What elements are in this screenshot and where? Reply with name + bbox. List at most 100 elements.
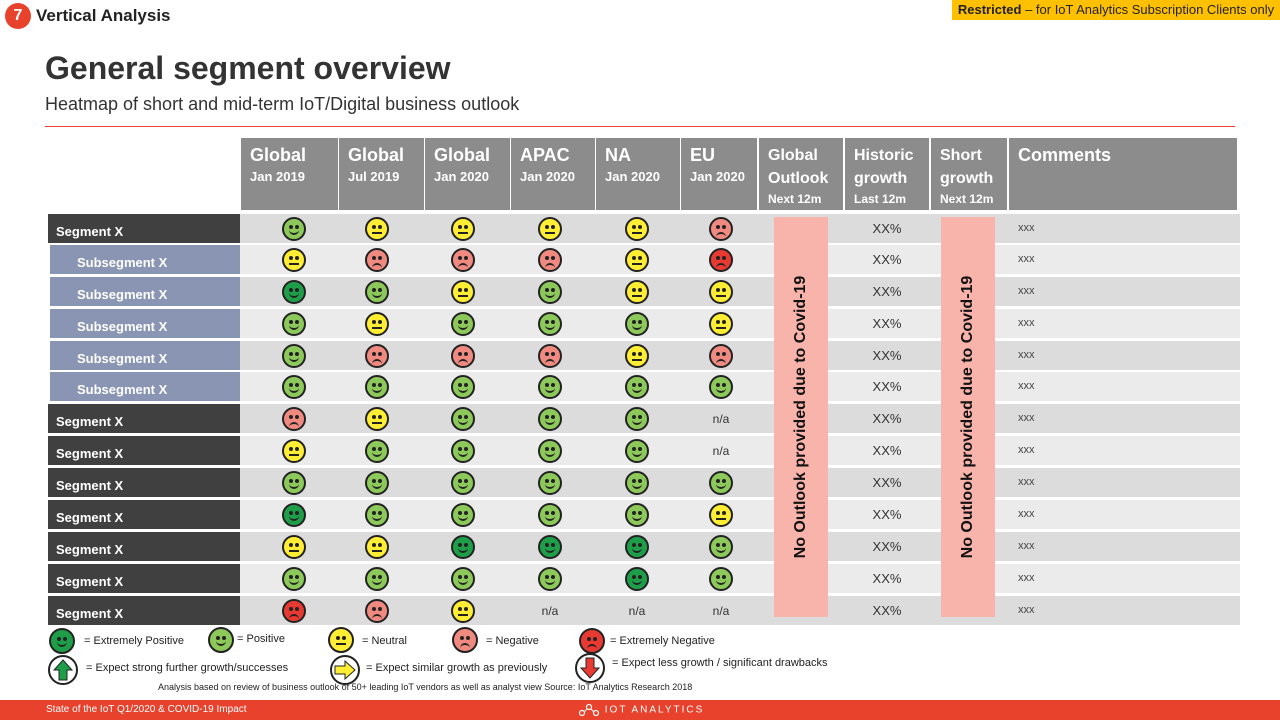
covid-note-outlook-text: No Outlook provided due to Covid-19 xyxy=(792,275,809,559)
extremely-positive-face-icon xyxy=(538,534,562,559)
positive-face-icon xyxy=(625,438,649,463)
positive-face-icon xyxy=(365,470,389,495)
positive-face-icon xyxy=(451,311,475,336)
segment-label: Segment X xyxy=(48,214,240,243)
negative-face-icon xyxy=(538,247,562,272)
footer-logo: IOT ANALYTICS xyxy=(578,703,704,717)
column-header: Short growth Next 12m xyxy=(931,138,1007,210)
extremely-positive-face-icon xyxy=(451,534,475,559)
column-header-period: Last 12m xyxy=(854,192,907,206)
negative-face-icon xyxy=(452,627,478,653)
covid-note-outlook: No Outlook provided due to Covid-19 xyxy=(774,217,828,617)
neutral-face-icon xyxy=(625,343,649,368)
table-row xyxy=(240,596,1240,625)
extremely-positive-face-icon xyxy=(282,279,306,304)
column-header-period: Next 12m xyxy=(768,192,822,206)
table-row xyxy=(240,404,1240,433)
historic-growth-value: XX% xyxy=(872,379,902,394)
column-header: Global Jan 2020 xyxy=(425,138,510,210)
historic-growth-value: XX% xyxy=(872,507,902,522)
positive-face-icon xyxy=(365,566,389,591)
neutral-face-icon xyxy=(625,216,649,241)
positive-face-icon xyxy=(451,470,475,495)
extremely-negative-face-icon xyxy=(709,247,733,272)
historic-growth-value: XX% xyxy=(872,443,902,458)
comment-cell: xxx xyxy=(1018,508,1035,520)
negative-face-icon xyxy=(709,343,733,368)
not-available-cell: n/a xyxy=(541,603,559,618)
historic-growth-value: XX% xyxy=(872,571,902,586)
positive-face-icon xyxy=(451,438,475,463)
historic-growth-value: XX% xyxy=(872,252,902,267)
column-header: Comments xyxy=(1009,138,1237,210)
neutral-face-icon xyxy=(365,311,389,336)
positive-face-icon xyxy=(538,566,562,591)
column-header: NA Jan 2020 xyxy=(596,138,680,210)
title-divider xyxy=(45,126,1235,127)
column-header: Historic growth Last 12m xyxy=(845,138,929,210)
subsegment-label: Subsegment X xyxy=(50,341,240,370)
not-available-cell: n/a xyxy=(712,411,730,426)
arrow-up-icon xyxy=(48,655,78,685)
comment-cell: xxx xyxy=(1018,380,1035,392)
legend-extremely-negative: = Extremely Negative xyxy=(610,635,715,647)
neutral-face-icon xyxy=(365,216,389,241)
column-header-period: Jan 2020 xyxy=(520,169,575,184)
comment-cell: xxx xyxy=(1018,349,1035,361)
restricted-text: – for IoT Analytics Subscription Clients… xyxy=(1021,2,1275,17)
column-header-period: Jan 2020 xyxy=(605,169,660,184)
subsegment-label: Subsegment X xyxy=(50,245,240,274)
logo-icon xyxy=(578,703,600,717)
column-header-title: Historic growth xyxy=(854,147,914,187)
neutral-face-icon xyxy=(328,627,354,653)
segment-label: Segment X xyxy=(48,564,240,593)
positive-face-icon xyxy=(538,311,562,336)
covid-note-short-growth-text: No Outlook provided due to Covid-19 xyxy=(959,275,976,559)
comment-cell: xxx xyxy=(1018,444,1035,456)
legend-strong-growth: = Expect strong further growth/successes xyxy=(86,662,289,674)
positive-face-icon xyxy=(538,374,562,399)
historic-growth-value: XX% xyxy=(872,221,902,236)
extremely-positive-face-icon xyxy=(49,628,75,654)
negative-face-icon xyxy=(365,343,389,368)
legend-extremely-positive: = Extremely Positive xyxy=(84,635,184,647)
table-row xyxy=(240,564,1240,593)
legend-less-growth: = Expect less growth / significant drawb… xyxy=(612,657,828,669)
positive-face-icon xyxy=(282,311,306,336)
positive-face-icon xyxy=(625,470,649,495)
neutral-face-icon xyxy=(365,406,389,431)
neutral-face-icon xyxy=(709,502,733,527)
negative-face-icon xyxy=(365,598,389,623)
column-header-title: Global Outlook xyxy=(768,147,829,187)
historic-growth-value: XX% xyxy=(872,316,902,331)
segment-label: Segment X xyxy=(48,500,240,529)
covid-note-short-growth: No Outlook provided due to Covid-19 xyxy=(941,217,995,617)
historic-growth-value: XX% xyxy=(872,348,902,363)
positive-face-icon xyxy=(538,470,562,495)
negative-face-icon xyxy=(538,343,562,368)
historic-growth-value: XX% xyxy=(872,411,902,426)
positive-face-icon xyxy=(365,279,389,304)
positive-face-icon xyxy=(208,627,234,653)
historic-growth-value: XX% xyxy=(872,284,902,299)
negative-face-icon xyxy=(451,343,475,368)
table-row xyxy=(240,532,1240,561)
positive-face-icon xyxy=(365,438,389,463)
table-row xyxy=(240,309,1240,338)
historic-growth-value: XX% xyxy=(872,539,902,554)
positive-face-icon xyxy=(451,374,475,399)
neutral-face-icon xyxy=(451,279,475,304)
positive-face-icon xyxy=(625,311,649,336)
negative-face-icon xyxy=(282,406,306,431)
positive-face-icon xyxy=(451,502,475,527)
column-header-title: Comments xyxy=(1018,145,1112,165)
positive-face-icon xyxy=(365,374,389,399)
comment-cell: xxx xyxy=(1018,317,1035,329)
positive-face-icon xyxy=(709,374,733,399)
positive-face-icon xyxy=(709,566,733,591)
positive-face-icon xyxy=(625,374,649,399)
historic-growth-value: XX% xyxy=(872,475,902,490)
not-available-cell: n/a xyxy=(712,603,730,618)
neutral-face-icon xyxy=(709,279,733,304)
footer-logo-text: IOT ANALYTICS xyxy=(604,704,705,716)
